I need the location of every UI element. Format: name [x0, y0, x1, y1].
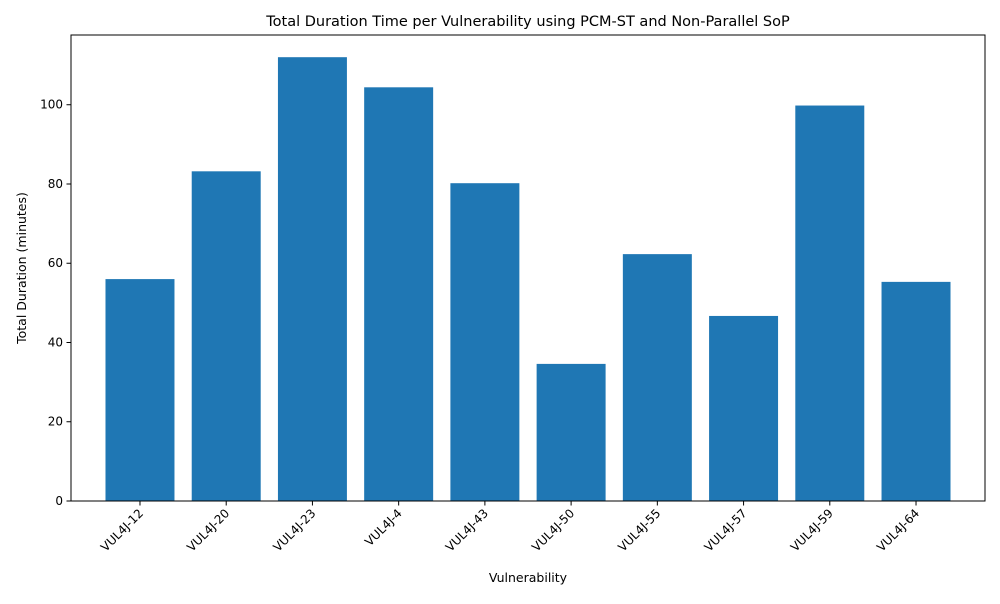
y-tick-label: 0 [55, 494, 63, 508]
y-tick-label: 40 [48, 335, 63, 349]
bar-vul4j-12 [105, 279, 175, 501]
x-tick-label: VUL4J-12 [98, 506, 146, 554]
x-tick-label: VUL4J-50 [529, 506, 577, 554]
plot-frame [70, 34, 986, 502]
bar-vul4j-43 [450, 183, 520, 501]
y-tick-label: 20 [48, 415, 63, 429]
bar-vul4j-55 [622, 254, 692, 501]
chart-title: Total Duration Time per Vulnerability us… [265, 14, 790, 30]
y-tick-label: 60 [48, 256, 63, 270]
x-tick-label: VUL4J-43 [443, 506, 491, 554]
x-tick-label: VUL4J-23 [270, 506, 318, 554]
x-tick-label: VUL4J-59 [788, 506, 836, 554]
bar-vul4j-57 [709, 315, 779, 501]
x-tick-label: VUL4J-55 [615, 506, 663, 554]
y-tick-label: 80 [48, 177, 63, 191]
bar-vul4j-64 [881, 281, 951, 501]
bar-vul4j-4 [364, 87, 434, 501]
x-tick-label: VUL4J-57 [702, 506, 750, 554]
x-axis-label: Vulnerability [489, 570, 568, 585]
bar-vul4j-20 [191, 171, 261, 501]
y-tick-label: 100 [40, 98, 63, 112]
bar-vul4j-23 [277, 57, 347, 501]
x-tick-label: VUL4J-20 [184, 506, 232, 554]
y-axis-label: Total Duration (minutes) [14, 192, 29, 345]
x-tick-label: VUL4J-4 [362, 506, 405, 549]
bars-layer [105, 57, 951, 502]
bar-vul4j-50 [536, 363, 606, 501]
axes-layer [70, 34, 986, 502]
x-tick-label: VUL4J-64 [874, 506, 922, 554]
bar-vul4j-59 [795, 105, 865, 502]
